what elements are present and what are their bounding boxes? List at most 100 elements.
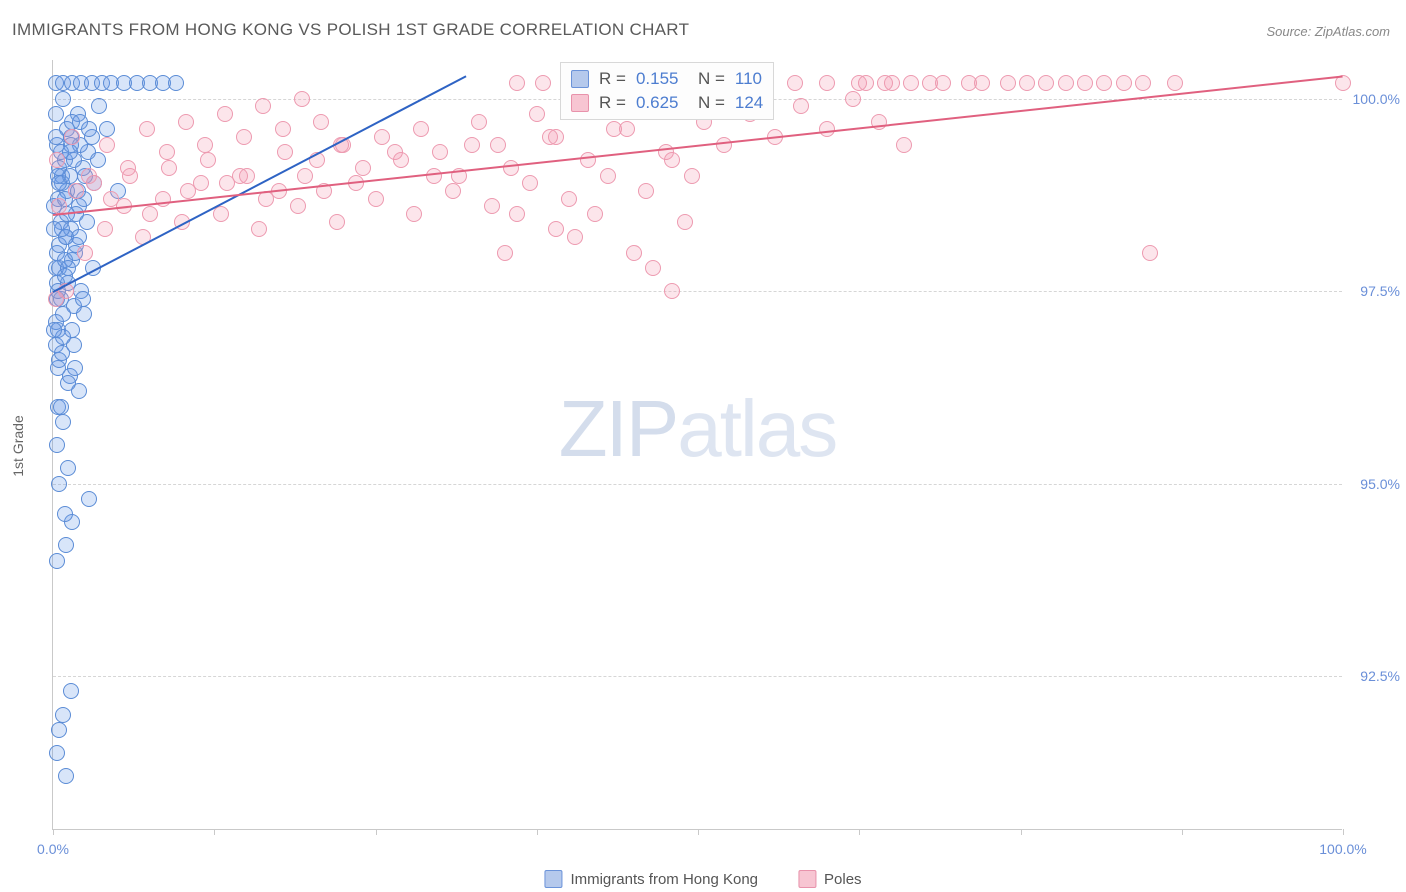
data-point <box>49 437 65 453</box>
r-label: R = <box>599 69 626 89</box>
legend-swatch <box>544 870 562 888</box>
data-point <box>53 399 69 415</box>
data-point <box>819 75 835 91</box>
data-point <box>49 553 65 569</box>
data-point <box>48 291 64 307</box>
data-point <box>68 183 84 199</box>
r-value: 0.625 <box>636 93 688 113</box>
data-point <box>903 75 919 91</box>
x-tick <box>537 829 538 835</box>
data-point <box>355 160 371 176</box>
data-point <box>57 506 73 522</box>
data-point <box>60 375 76 391</box>
data-point <box>67 360 83 376</box>
data-point <box>297 168 313 184</box>
x-tick <box>376 829 377 835</box>
data-point <box>275 121 291 137</box>
r-label: R = <box>599 93 626 113</box>
y-tick-label: 95.0% <box>1360 476 1400 492</box>
data-point <box>99 137 115 153</box>
data-point <box>55 91 71 107</box>
data-point <box>168 75 184 91</box>
data-point <box>232 168 248 184</box>
data-point <box>522 175 538 191</box>
data-point <box>139 121 155 137</box>
data-point <box>464 137 480 153</box>
data-point <box>1077 75 1093 91</box>
data-point <box>561 191 577 207</box>
n-label: N = <box>698 69 725 89</box>
data-point <box>51 175 67 191</box>
data-point <box>193 175 209 191</box>
data-point <box>1019 75 1035 91</box>
data-point <box>387 144 403 160</box>
data-point <box>445 183 461 199</box>
data-point <box>664 283 680 299</box>
data-point <box>529 106 545 122</box>
data-point <box>677 214 693 230</box>
data-point <box>645 260 661 276</box>
scatter-plot: ZIPatlas 92.5%95.0%97.5%100.0%0.0%100.0% <box>52 60 1342 830</box>
legend-label: Poles <box>824 871 862 888</box>
data-point <box>626 245 642 261</box>
data-point <box>72 114 88 130</box>
data-point <box>1096 75 1112 91</box>
data-point <box>542 129 558 145</box>
y-tick-label: 100.0% <box>1353 91 1400 107</box>
n-label: N = <box>698 93 725 113</box>
data-point <box>1000 75 1016 91</box>
data-point <box>374 129 390 145</box>
y-axis-label: 1st Grade <box>10 415 26 476</box>
data-point <box>600 168 616 184</box>
data-point <box>290 198 306 214</box>
data-point <box>896 137 912 153</box>
data-point <box>120 160 136 176</box>
data-point <box>935 75 951 91</box>
legend-swatch <box>571 94 589 112</box>
data-point <box>490 137 506 153</box>
data-point <box>48 129 64 145</box>
data-point <box>142 206 158 222</box>
data-point <box>64 322 80 338</box>
gridline <box>53 291 1342 292</box>
data-point <box>313 114 329 130</box>
data-point <box>58 537 74 553</box>
data-point <box>716 137 732 153</box>
data-point <box>76 306 92 322</box>
data-point <box>161 160 177 176</box>
n-value: 124 <box>735 93 763 113</box>
data-point <box>63 683 79 699</box>
data-point <box>580 152 596 168</box>
legend-label: Immigrants from Hong Kong <box>570 871 758 888</box>
data-point <box>787 75 803 91</box>
data-point <box>974 75 990 91</box>
data-point <box>1142 245 1158 261</box>
y-tick-label: 92.5% <box>1360 668 1400 684</box>
data-point <box>81 491 97 507</box>
data-point <box>1135 75 1151 91</box>
data-point <box>877 75 893 91</box>
x-tick-label: 100.0% <box>1319 841 1366 857</box>
data-point <box>1167 75 1183 91</box>
data-point <box>46 322 62 338</box>
data-point <box>858 75 874 91</box>
data-point <box>75 291 91 307</box>
x-tick <box>214 829 215 835</box>
data-point <box>60 460 76 476</box>
legend-item: Poles <box>798 870 862 888</box>
data-point <box>200 152 216 168</box>
data-point <box>97 221 113 237</box>
data-point <box>55 414 71 430</box>
data-point <box>54 345 70 361</box>
data-point <box>638 183 654 199</box>
data-point <box>51 476 67 492</box>
r-value: 0.155 <box>636 69 688 89</box>
data-point <box>432 144 448 160</box>
stats-box: R =0.155N =110R =0.625N =124 <box>560 62 774 120</box>
data-point <box>46 221 62 237</box>
data-point <box>619 121 635 137</box>
data-point <box>55 707 71 723</box>
x-tick <box>1182 829 1183 835</box>
data-point <box>64 129 80 145</box>
data-point <box>535 75 551 91</box>
